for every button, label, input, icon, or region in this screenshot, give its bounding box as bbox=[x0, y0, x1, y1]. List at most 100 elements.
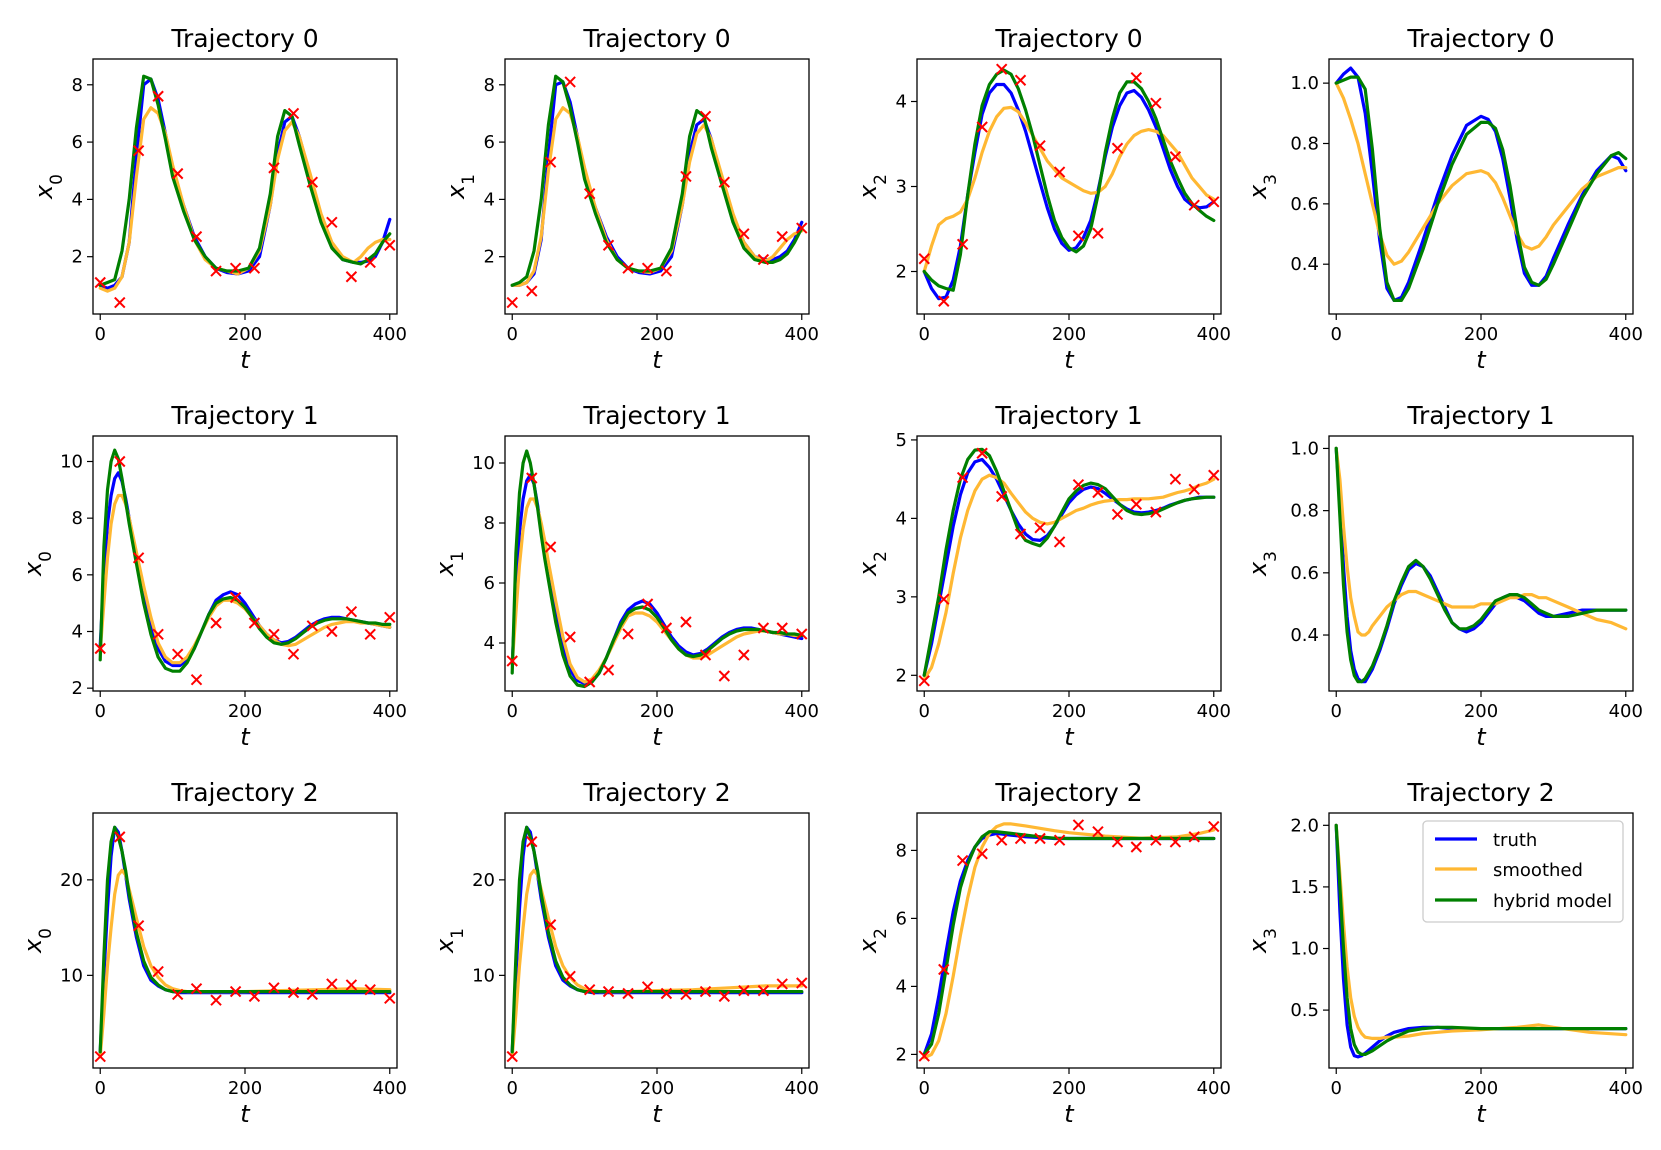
x-axis-label: t bbox=[1064, 723, 1075, 751]
observation-marker bbox=[114, 296, 126, 309]
observation-marker bbox=[384, 992, 396, 1004]
x-tick-label: 200 bbox=[1052, 324, 1086, 345]
observation-marker bbox=[210, 994, 222, 1006]
y-tick-label: 20 bbox=[60, 870, 83, 891]
y-axis-label: x1 bbox=[442, 174, 479, 200]
series-line-smoothed bbox=[1334, 823, 1628, 1040]
subplot-9: Trajectory 2 0 200 400 10 20 t x1 bbox=[431, 778, 819, 1128]
y-tick-label: 4 bbox=[896, 92, 907, 113]
subplot-8: Trajectory 2 0 200 400 10 20 t x0 bbox=[19, 778, 407, 1128]
series-line-hybrid-model bbox=[1334, 446, 1628, 684]
observation-marker bbox=[918, 1050, 930, 1062]
observation-marker bbox=[699, 649, 712, 661]
y-tick-label: 6 bbox=[484, 132, 495, 153]
observation-marker bbox=[1188, 483, 1200, 496]
series-line-smoothed bbox=[922, 105, 1216, 274]
y-tick-label: 6 bbox=[896, 908, 907, 929]
y-tick-label: 6 bbox=[72, 565, 83, 586]
observation-marker bbox=[976, 848, 988, 860]
y-axis-label: x2 bbox=[854, 551, 891, 577]
x-tick-label: 200 bbox=[1464, 701, 1498, 722]
observation-marker bbox=[1208, 820, 1220, 833]
y-tick-label: 20 bbox=[472, 870, 495, 891]
observation-marker bbox=[1072, 478, 1085, 491]
observation-marker bbox=[956, 471, 969, 484]
subplot-title: Trajectory 1 bbox=[1406, 401, 1554, 430]
observation-marker bbox=[268, 162, 280, 174]
subplot-title: Trajectory 0 bbox=[1406, 24, 1554, 53]
observation-marker bbox=[345, 605, 358, 618]
x-tick-label: 200 bbox=[640, 1078, 674, 1099]
plot-area bbox=[922, 822, 1216, 1060]
observation-marker bbox=[699, 110, 712, 123]
observation-marker bbox=[287, 986, 300, 999]
observation-marker bbox=[583, 676, 596, 688]
observation-marker bbox=[918, 675, 930, 687]
observation-marker bbox=[1130, 71, 1143, 84]
y-tick-label: 4 bbox=[484, 633, 495, 654]
plot-area bbox=[510, 74, 804, 287]
observation-marker bbox=[1072, 230, 1085, 242]
x-tick-label: 0 bbox=[919, 324, 930, 345]
series-line-hybrid-model bbox=[98, 74, 392, 287]
y-tick-label: 2.0 bbox=[1290, 815, 1319, 836]
x-axis-label: t bbox=[652, 346, 663, 374]
observation-marker bbox=[1150, 506, 1162, 518]
observation-marker bbox=[384, 239, 396, 251]
observation-marker bbox=[718, 176, 731, 188]
subplot-title: Trajectory 0 bbox=[170, 24, 318, 53]
x-tick-label: 200 bbox=[228, 701, 262, 722]
plot-area bbox=[1334, 66, 1628, 302]
observation-marker bbox=[995, 63, 1008, 75]
x-axis-label: t bbox=[652, 1100, 663, 1128]
observation-marker bbox=[956, 238, 969, 251]
observation-marker bbox=[114, 455, 126, 468]
y-tick-label: 6 bbox=[484, 573, 495, 594]
y-axis-label: x3 bbox=[1244, 551, 1281, 577]
y-tick-label: 2 bbox=[896, 262, 907, 283]
plot-area bbox=[1334, 823, 1628, 1059]
observation-marker bbox=[132, 144, 145, 157]
y-tick-label: 10 bbox=[472, 453, 495, 474]
y-tick-label: 0.6 bbox=[1290, 563, 1319, 584]
observation-marker bbox=[94, 276, 106, 289]
observation-marker bbox=[1034, 522, 1046, 534]
observation-marker bbox=[776, 230, 788, 243]
y-tick-label: 2 bbox=[72, 678, 83, 699]
observation-marker bbox=[680, 170, 692, 183]
x-tick-label: 400 bbox=[785, 1078, 819, 1099]
x-tick-label: 200 bbox=[228, 324, 262, 345]
y-tick-label: 2 bbox=[896, 1044, 907, 1065]
observation-marker bbox=[1092, 486, 1104, 499]
observation-marker bbox=[564, 970, 576, 983]
subplot-4: Trajectory 1 0 200 400 2 4 6 8 10 t x0 bbox=[19, 401, 407, 751]
x-tick-label: 400 bbox=[1197, 324, 1231, 345]
observation-marker bbox=[506, 655, 518, 667]
y-tick-label: 2 bbox=[484, 247, 495, 268]
observation-marker bbox=[1111, 142, 1124, 154]
observation-marker bbox=[114, 831, 126, 843]
y-tick-label: 3 bbox=[896, 587, 907, 608]
observation-marker bbox=[776, 622, 788, 634]
observation-marker bbox=[738, 228, 750, 240]
subplot-title: Trajectory 1 bbox=[994, 401, 1142, 430]
x-tick-label: 400 bbox=[373, 324, 407, 345]
observation-marker bbox=[132, 552, 145, 564]
observation-marker bbox=[544, 541, 557, 553]
observation-marker bbox=[564, 631, 576, 643]
y-tick-label: 8 bbox=[484, 513, 495, 534]
observation-marker bbox=[680, 988, 692, 1001]
x-axis-label: t bbox=[1476, 346, 1487, 374]
legend-label-truth: truth bbox=[1493, 830, 1537, 851]
subplot-2: Trajectory 0 0 200 400 2 3 4 t x2 bbox=[854, 24, 1231, 374]
observation-marker bbox=[526, 285, 538, 297]
subplot-title: Trajectory 1 bbox=[170, 401, 318, 430]
y-tick-label: 1.0 bbox=[1290, 73, 1319, 94]
observation-marker bbox=[660, 987, 673, 1000]
observation-marker bbox=[268, 982, 280, 994]
observation-marker bbox=[94, 1050, 106, 1063]
observation-marker bbox=[602, 985, 615, 998]
series-line-hybrid-model bbox=[510, 74, 804, 287]
subplot-10: Trajectory 2 0 200 400 2 4 6 8 t x2 bbox=[854, 778, 1231, 1128]
observation-marker bbox=[94, 642, 106, 655]
